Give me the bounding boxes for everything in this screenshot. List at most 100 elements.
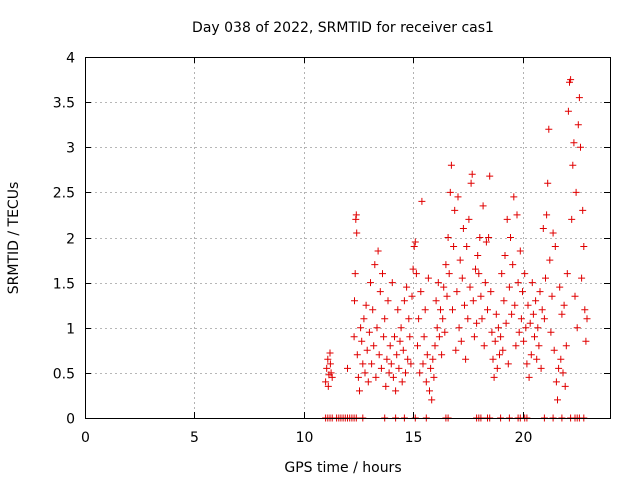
data-point <box>504 360 512 368</box>
data-point <box>441 328 449 336</box>
data-point <box>488 328 496 336</box>
data-point <box>372 373 380 381</box>
data-point <box>464 315 472 323</box>
data-point <box>452 346 460 354</box>
data-point <box>480 342 488 350</box>
data-point <box>477 292 485 300</box>
data-point <box>363 346 371 354</box>
data-point <box>563 270 571 278</box>
data-point <box>382 382 390 390</box>
data-point <box>421 306 429 314</box>
data-point <box>383 355 391 363</box>
data-point <box>455 324 463 332</box>
data-point <box>403 283 411 291</box>
data-point <box>353 229 361 237</box>
data-point <box>510 193 518 201</box>
data-point <box>393 351 401 359</box>
data-point <box>360 315 368 323</box>
data-point <box>429 355 437 363</box>
data-point <box>545 125 553 133</box>
data-point <box>499 346 507 354</box>
data-point <box>583 315 591 323</box>
data-point <box>470 333 478 341</box>
x-tick-label: 5 <box>190 430 199 446</box>
data-point <box>466 283 474 291</box>
data-point <box>581 306 589 314</box>
data-point <box>536 288 544 296</box>
y-tick-label: 4 <box>66 51 75 67</box>
data-point <box>496 351 503 359</box>
data-point <box>521 270 529 278</box>
data-point <box>508 310 516 318</box>
data-point <box>446 188 454 196</box>
data-point <box>516 247 524 255</box>
data-point <box>385 369 393 377</box>
data-point <box>405 315 413 323</box>
data-point <box>555 364 563 372</box>
data-point <box>424 274 432 282</box>
data-point <box>344 364 351 372</box>
data-point <box>562 342 570 350</box>
data-point <box>482 238 490 246</box>
data-point <box>474 252 482 259</box>
data-point <box>533 355 541 363</box>
data-point <box>514 279 522 287</box>
data-point <box>515 328 523 336</box>
data-point <box>535 342 543 350</box>
data-point <box>381 315 389 323</box>
data-point <box>352 211 360 219</box>
data-point <box>554 396 561 404</box>
data-point <box>507 234 514 241</box>
data-point <box>375 351 383 359</box>
data-point <box>387 360 395 368</box>
data-point <box>392 387 400 395</box>
data-point <box>542 274 549 282</box>
data-point <box>373 324 381 332</box>
data-point <box>579 206 587 214</box>
data-point <box>414 342 421 350</box>
data-point <box>453 288 461 296</box>
data-point <box>489 355 497 363</box>
data-point <box>361 369 369 377</box>
data-point <box>386 342 394 350</box>
data-point <box>472 265 479 273</box>
data-point <box>395 364 403 372</box>
data-point <box>454 193 462 201</box>
data-point <box>354 373 362 381</box>
x-tick-label: 0 <box>81 430 90 446</box>
data-point <box>527 351 535 359</box>
chart-title: Day 038 of 2022, SRMTID for receiver cas… <box>192 20 494 36</box>
data-point <box>394 306 402 314</box>
data-point <box>379 270 386 278</box>
data-point <box>557 355 565 363</box>
data-point <box>465 215 473 223</box>
data-point <box>377 364 385 372</box>
data-point <box>362 301 370 309</box>
data-point <box>570 139 578 147</box>
data-point <box>408 292 416 300</box>
data-point <box>422 378 430 386</box>
data-point <box>548 292 556 300</box>
data-point <box>420 333 428 341</box>
data-point <box>528 279 536 287</box>
data-point <box>551 243 559 250</box>
data-point <box>432 297 440 305</box>
data-point <box>475 270 483 278</box>
data-point <box>438 351 446 359</box>
data-point <box>577 143 584 151</box>
data-point <box>476 234 484 241</box>
data-point <box>437 306 444 314</box>
data-point <box>326 360 334 368</box>
data-point <box>458 274 466 282</box>
data-point <box>467 179 475 187</box>
data-point <box>399 346 407 354</box>
data-point <box>410 243 418 250</box>
data-point <box>537 364 545 372</box>
data-point <box>469 297 477 305</box>
y-tick-label: 0.5 <box>53 367 75 383</box>
data-point <box>564 107 572 115</box>
data-point <box>357 324 365 332</box>
data-point <box>481 279 489 287</box>
data-point <box>391 333 398 341</box>
